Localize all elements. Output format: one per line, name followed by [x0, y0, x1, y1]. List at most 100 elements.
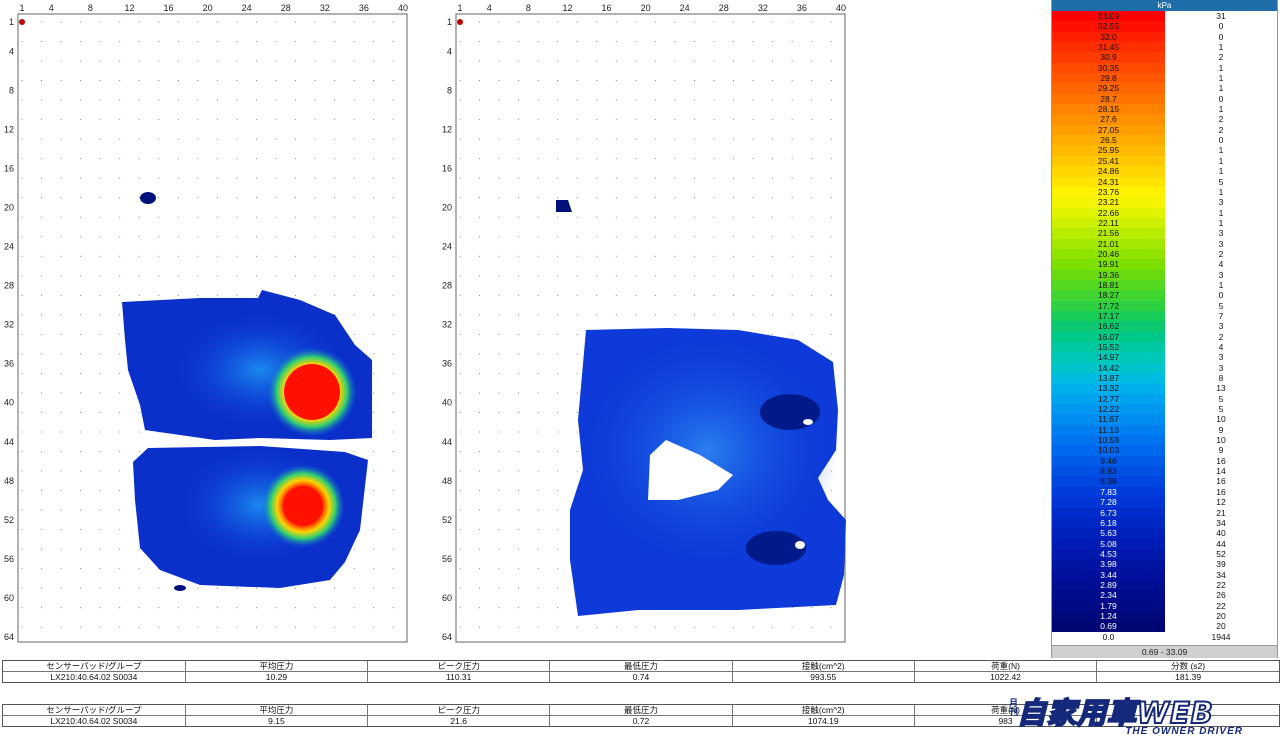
scale-value: 20.46	[1052, 248, 1165, 260]
scale-row: 0.69 20	[1052, 621, 1277, 632]
scale-value: 33.09	[1052, 11, 1165, 22]
x-tick-label: 24	[680, 3, 690, 13]
scale-row: 17.72 5	[1052, 300, 1277, 311]
scale-row: 17.17 7	[1052, 310, 1277, 322]
scale-row: 5.08 44	[1052, 538, 1277, 549]
scale-value: 2.34	[1052, 590, 1165, 601]
scale-value: 3.44	[1052, 569, 1165, 580]
scale-value: 16.62	[1052, 321, 1165, 332]
y-tick-label: 32	[4, 320, 14, 330]
scale-count: 20	[1216, 621, 1226, 632]
scale-value: 24.31	[1052, 176, 1165, 187]
scale-row: 7.28 12	[1052, 497, 1277, 508]
scale-row: 28.7 0	[1052, 93, 1277, 105]
y-tick-label: 20	[4, 202, 14, 212]
scale-value: 17.72	[1052, 300, 1165, 311]
scale-value: 5.08	[1052, 538, 1165, 549]
scale-count: 0	[1218, 93, 1224, 104]
scale-value: 15.52	[1052, 342, 1165, 353]
scale-row: 32.55 0	[1052, 21, 1277, 32]
scale-count: 9	[1218, 424, 1224, 435]
scale-count: 13	[1216, 383, 1226, 394]
stats-value: 0.74	[549, 671, 733, 682]
y-tick-label: 24	[4, 242, 14, 252]
stats-header	[1096, 705, 1279, 716]
scale-count: 1	[1218, 186, 1224, 197]
pressure-map-left-canvas: 1 4 8 12 16 20 24 28 32 36 40148121620242832364044…	[4, 3, 408, 643]
scale-count: 26	[1216, 590, 1226, 601]
scale-value: 9.48	[1052, 455, 1165, 467]
scale-row: 23.76 1	[1052, 186, 1277, 198]
scale-row: 10.58 10	[1052, 435, 1277, 446]
scale-count: 0	[1218, 290, 1224, 301]
y-tick-label: 20	[442, 202, 452, 212]
x-tick-label: 32	[320, 3, 330, 13]
stats-header: ピーク圧力	[367, 705, 551, 716]
scale-row: 1.79 22	[1052, 600, 1277, 611]
x-tick-label: 16	[164, 3, 174, 13]
scale-value: 0.0	[1052, 631, 1165, 642]
stats-header: 分数 (s2)	[1096, 661, 1279, 672]
scale-value: 10.03	[1052, 445, 1165, 456]
scale-value: 32.55	[1052, 21, 1165, 32]
scale-value: 32.0	[1052, 31, 1165, 43]
scale-value: 29.25	[1052, 83, 1165, 94]
scale-count: 2	[1218, 52, 1224, 63]
logo-sub-text: THE OWNER DRIVER	[1125, 726, 1243, 737]
y-tick-label: 64	[4, 632, 14, 642]
stats-value: 993.55	[732, 671, 915, 682]
stats-header: センサーパッド/グループ	[3, 705, 186, 716]
scale-value: 25.41	[1052, 155, 1165, 167]
scale-count: 14	[1216, 466, 1226, 477]
scale-value: 31.45	[1052, 42, 1165, 53]
x-tick-label: 40	[398, 3, 408, 13]
scale-value: 14.97	[1052, 352, 1165, 363]
scale-count: 1	[1218, 279, 1224, 290]
y-tick-label: 44	[442, 437, 452, 447]
y-tick-label: 4	[9, 46, 14, 56]
scale-count: 10	[1216, 435, 1226, 446]
scale-count: 31	[1216, 11, 1226, 21]
scale-count: 1	[1218, 207, 1224, 218]
stats-header: 平均圧力	[185, 661, 369, 672]
scale-row: 29.8 1	[1052, 73, 1277, 84]
scale-value: 8.93	[1052, 466, 1165, 477]
scale-value: 22.11	[1052, 217, 1165, 229]
scale-count: 3	[1218, 228, 1224, 239]
scale-row: 1.24 20	[1052, 610, 1277, 622]
x-tick-label: 16	[602, 3, 612, 13]
x-tick-label: 40	[836, 3, 846, 13]
scale-count: 3	[1218, 321, 1224, 332]
y-tick-label: 60	[442, 593, 452, 603]
scale-row: 11.13 9	[1052, 424, 1277, 436]
scale-row: 22.66 1	[1052, 207, 1277, 218]
y-tick-label: 24	[442, 242, 452, 252]
x-tick-label: 4	[49, 3, 54, 13]
scale-value: 21.01	[1052, 238, 1165, 249]
scale-row: 24.86 1	[1052, 166, 1277, 177]
scale-value: 30.35	[1052, 62, 1165, 74]
stats-header: 接触(cm^2)	[732, 705, 915, 716]
scale-value: 18.27	[1052, 290, 1165, 301]
x-tick-label: 12	[124, 3, 134, 13]
scale-row: 29.25 1	[1052, 83, 1277, 94]
scale-value: 1.24	[1052, 610, 1165, 622]
pressure-map-left: 1 4 8 12 16 20 24 28 32 36 40 1 4 8 12 16 20 24 28 32 36 40 44…	[0, 0, 412, 650]
y-tick-label: 12	[442, 124, 452, 134]
scale-row: 23.21 3	[1052, 197, 1277, 208]
scale-count: 9	[1218, 445, 1224, 456]
stats-value: 0.72	[549, 715, 733, 726]
scale-count: 1	[1218, 145, 1224, 156]
scale-count: 22	[1216, 600, 1226, 611]
scale-value: 27.6	[1052, 114, 1165, 125]
stats-header: ピーク圧力	[367, 661, 551, 672]
scale-row: 14.42 3	[1052, 362, 1277, 374]
scale-count: 0	[1218, 21, 1224, 32]
scale-value: 19.91	[1052, 259, 1165, 270]
scale-row: 12.22 5	[1052, 404, 1277, 415]
scale-value: 10.58	[1052, 435, 1165, 446]
scale-count: 20	[1216, 610, 1226, 621]
y-tick-label: 8	[9, 85, 14, 95]
scale-count: 2	[1218, 114, 1224, 125]
x-tick-label: 36	[797, 3, 807, 13]
